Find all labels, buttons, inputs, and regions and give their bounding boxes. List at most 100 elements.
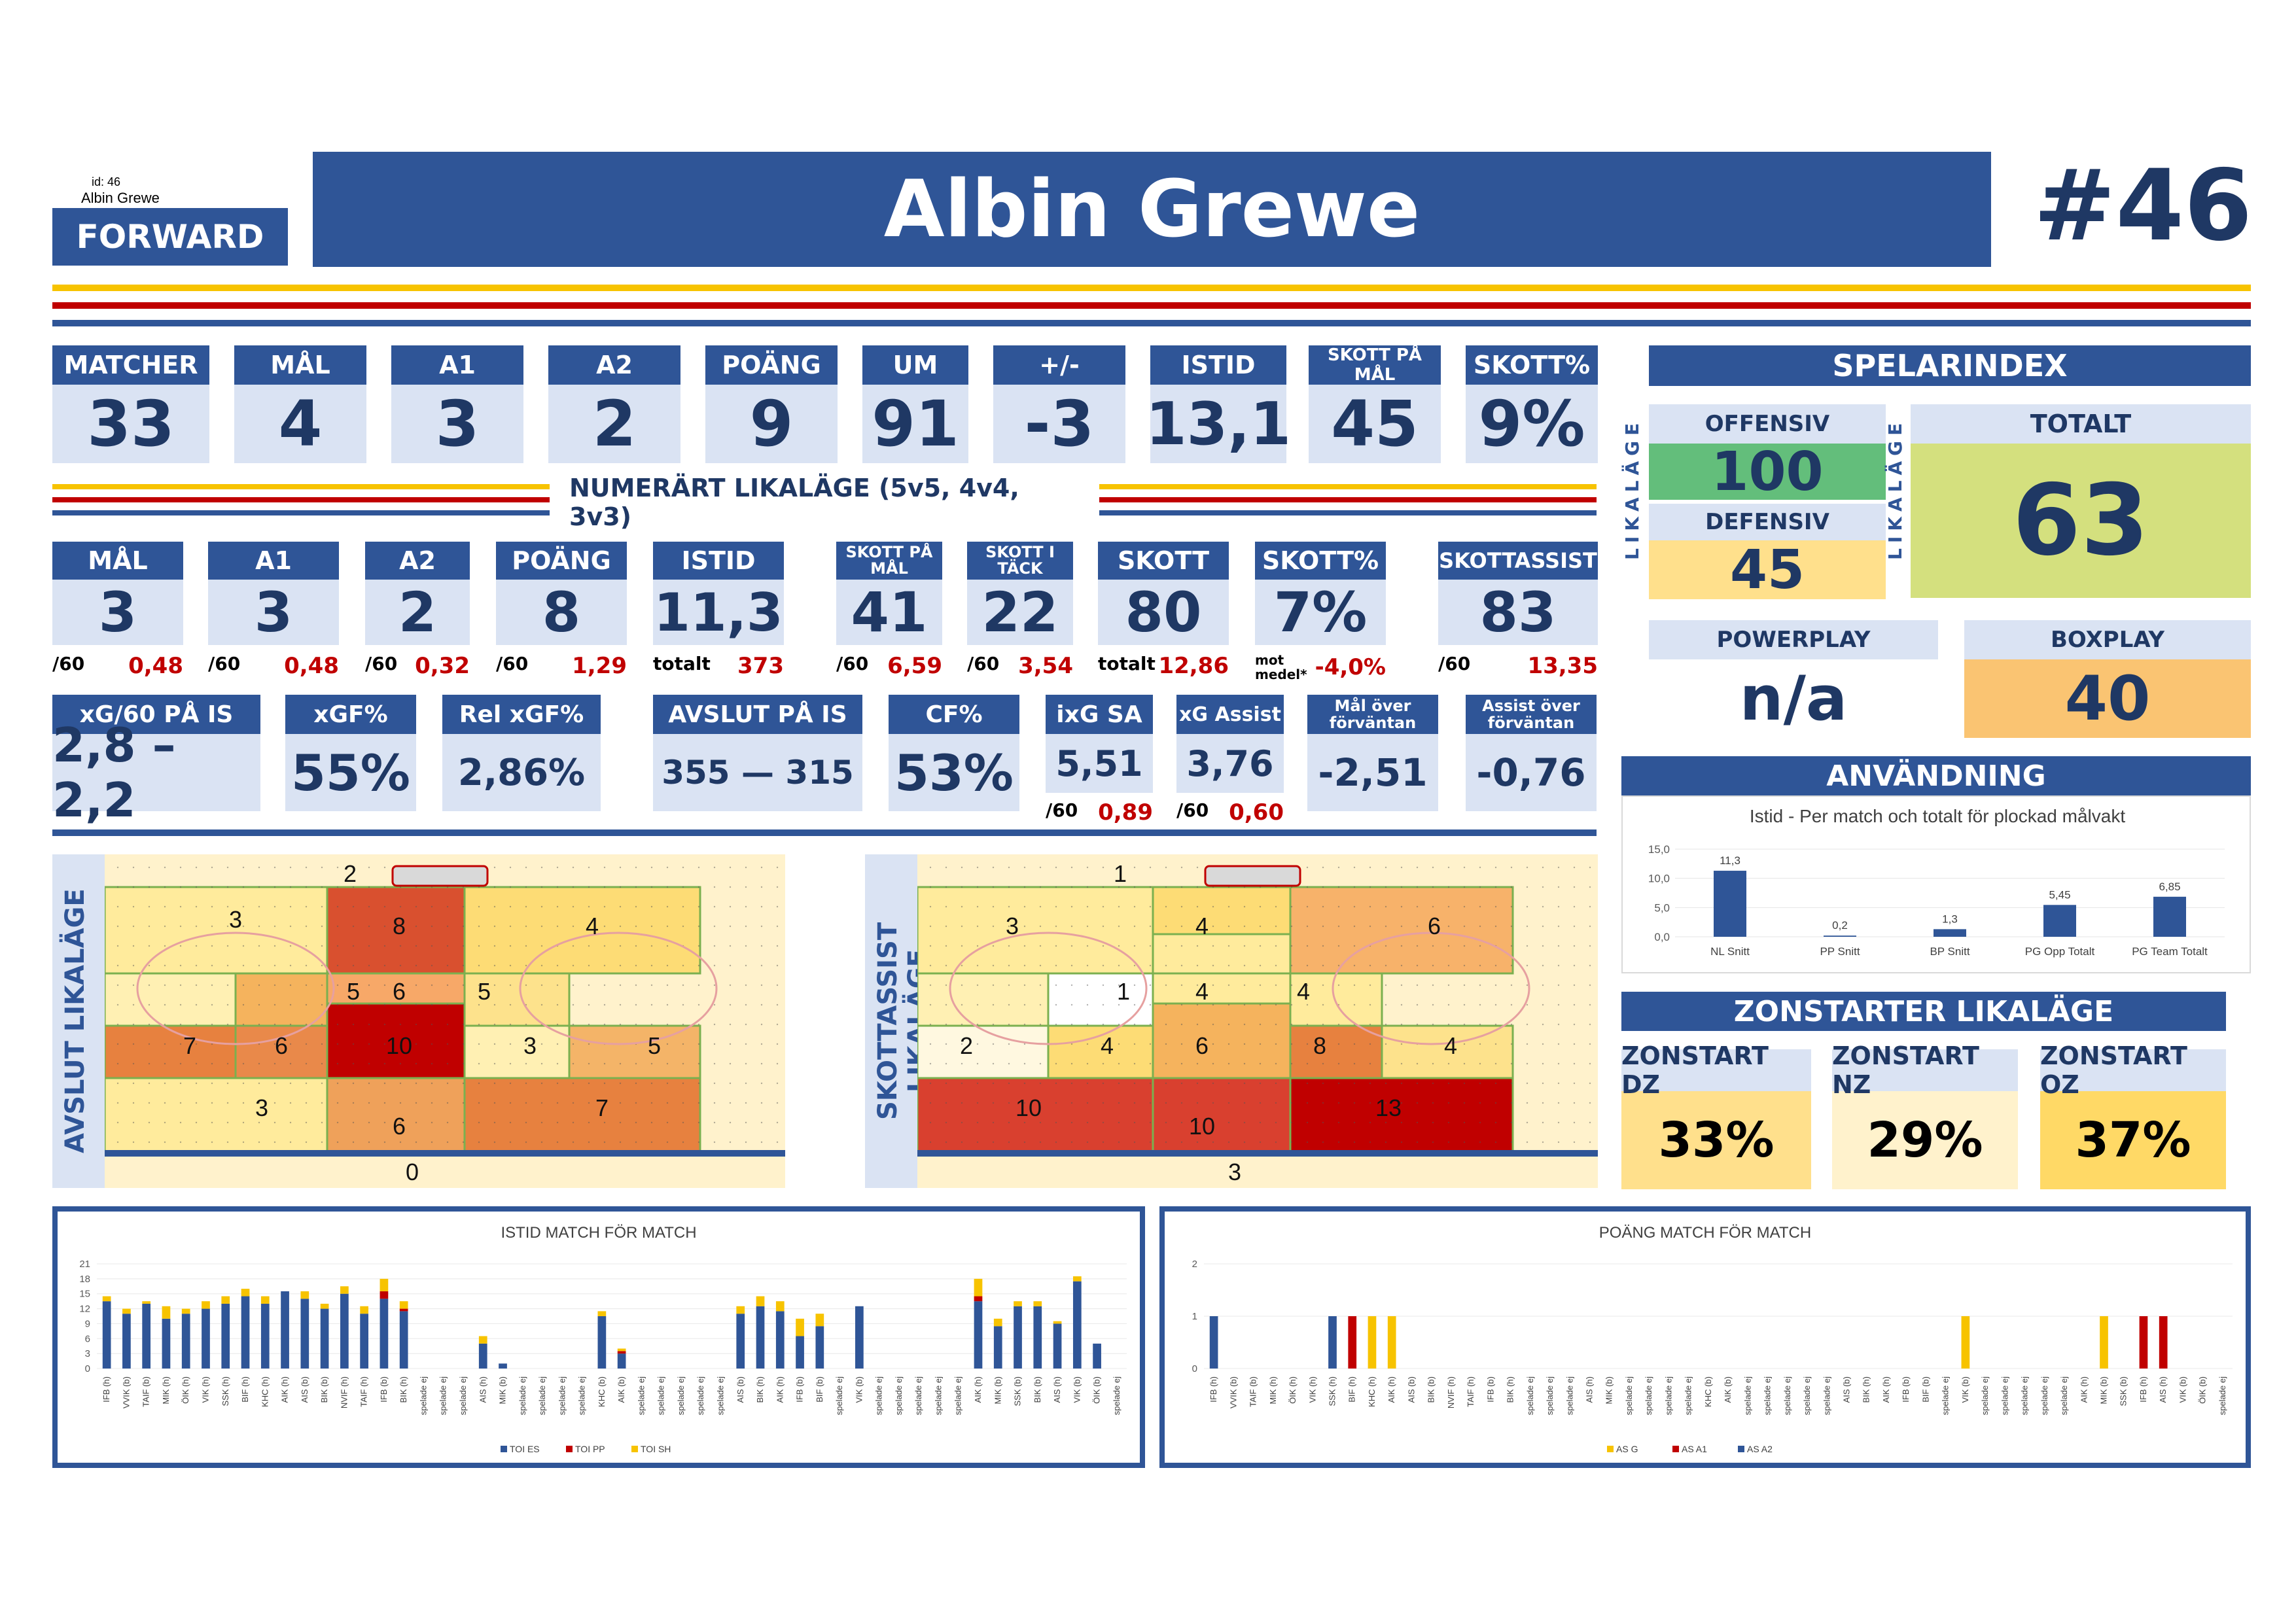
rink-dot [729,945,732,947]
stat-value: 53% [889,734,1019,811]
rink-dot [1055,905,1057,908]
rink-dot [729,1023,732,1026]
chart-title: POÄNG MATCH FÖR MATCH [1599,1224,1811,1242]
rink-dot [383,925,386,928]
rink-dot [776,1023,779,1026]
rink-dot [1086,1023,1089,1026]
rink-dot [1243,1121,1246,1124]
rink-dot [1149,1141,1152,1143]
rink-dot [698,905,700,908]
rink-dot [1385,1141,1387,1143]
rink-dot [289,1102,292,1104]
rink-dot [132,964,135,967]
stat-sub-value: 0,89 [1098,799,1153,826]
rink-dot [1133,905,1136,908]
rink-dot [305,1121,308,1124]
rink-dot [1149,905,1152,908]
rink-dot [1008,925,1010,928]
category-label: spelade ej [577,1376,587,1415]
rink-dot [1118,1003,1120,1006]
rink-dot [274,1102,276,1104]
category-label: IFB (h) [1209,1376,1218,1403]
rink-dot [1337,1141,1340,1143]
rink-dot [289,1043,292,1045]
index-offensive-value: 100 [1649,441,1886,503]
stacked-bar-segment [360,1314,368,1369]
rink-dot [776,905,779,908]
rink-dot [1494,1082,1497,1085]
rink-dot [1447,925,1450,928]
category-label: IFB (b) [1901,1376,1911,1403]
rink-dot [226,964,229,967]
rink-dot [992,925,995,928]
rink-dot [274,1062,276,1065]
rink-dot [776,1121,779,1124]
rink-dot [1070,1062,1073,1065]
rink-dot [760,1102,763,1104]
rink-dot [431,964,433,967]
rink-dot [352,1141,355,1143]
rink-dot [1526,866,1528,869]
rink-dot [195,1102,198,1104]
rink-dot [588,1141,590,1143]
rink-dot [258,1102,260,1104]
goal-icon [391,865,489,887]
rink-dot [1510,984,1513,986]
rink-dot [462,964,465,967]
rink-dot [1416,925,1419,928]
rink-dot [760,1062,763,1065]
rink-dot [650,1003,653,1006]
stacked-bar-segment [617,1351,626,1354]
stat-label: ixG SA [1046,695,1153,734]
rink-dot [1086,1043,1089,1045]
rink-dot [1510,886,1513,888]
rink-dot [383,1062,386,1065]
rink-dot [1118,964,1120,967]
stacked-bar-segment [340,1293,349,1369]
rink-dot [1133,1043,1136,1045]
jersey-number: #46 [2033,149,2253,263]
rink-zone [1289,886,1514,975]
rink-dot [745,1102,747,1104]
stat-label: A2 [548,345,680,385]
rink-dot [776,925,779,928]
rink-dot [132,1141,135,1143]
rink-dot [619,984,622,986]
rink-dot [1542,945,1544,947]
rink-dot [1494,984,1497,986]
rink-dot [635,1121,637,1124]
rink-dot [1259,984,1262,986]
rink-dot [1353,1003,1356,1006]
rink-dot [540,1141,543,1143]
rink-dot [1039,1082,1042,1085]
rink-dot [713,886,716,888]
category-label: spelade ej [518,1376,527,1415]
rink-dot [1008,866,1010,869]
category-label: spelade ej [2059,1376,2069,1415]
stat-value: 11,3 [653,580,784,645]
rink-dot [1589,1141,1591,1143]
rink-dot [1337,1043,1340,1045]
rink-dot [1227,925,1230,928]
rink-dot [132,886,135,888]
rink-dot [992,984,995,986]
rink-dot [698,1141,700,1143]
rink-dot [415,1102,417,1104]
rink-dot [132,1082,135,1085]
rink-dot [525,925,527,928]
category-label: spelade ej [676,1376,686,1415]
rink-dot [1039,984,1042,986]
rink-dot [1369,1141,1371,1143]
rink-dot [509,1023,512,1026]
rink-dot [1526,1062,1528,1065]
rink-dot [274,964,276,967]
rink-dot [226,1003,229,1006]
usage-data-label: 1,3 [1942,913,1958,925]
rink-dot [493,1023,496,1026]
stat-label: A2 [365,542,470,580]
stat-value: -3 [993,385,1125,463]
rink-dot [682,1023,684,1026]
rink-dot [1510,1023,1513,1026]
rink-dot [478,1082,480,1085]
rink-dot [274,1003,276,1006]
